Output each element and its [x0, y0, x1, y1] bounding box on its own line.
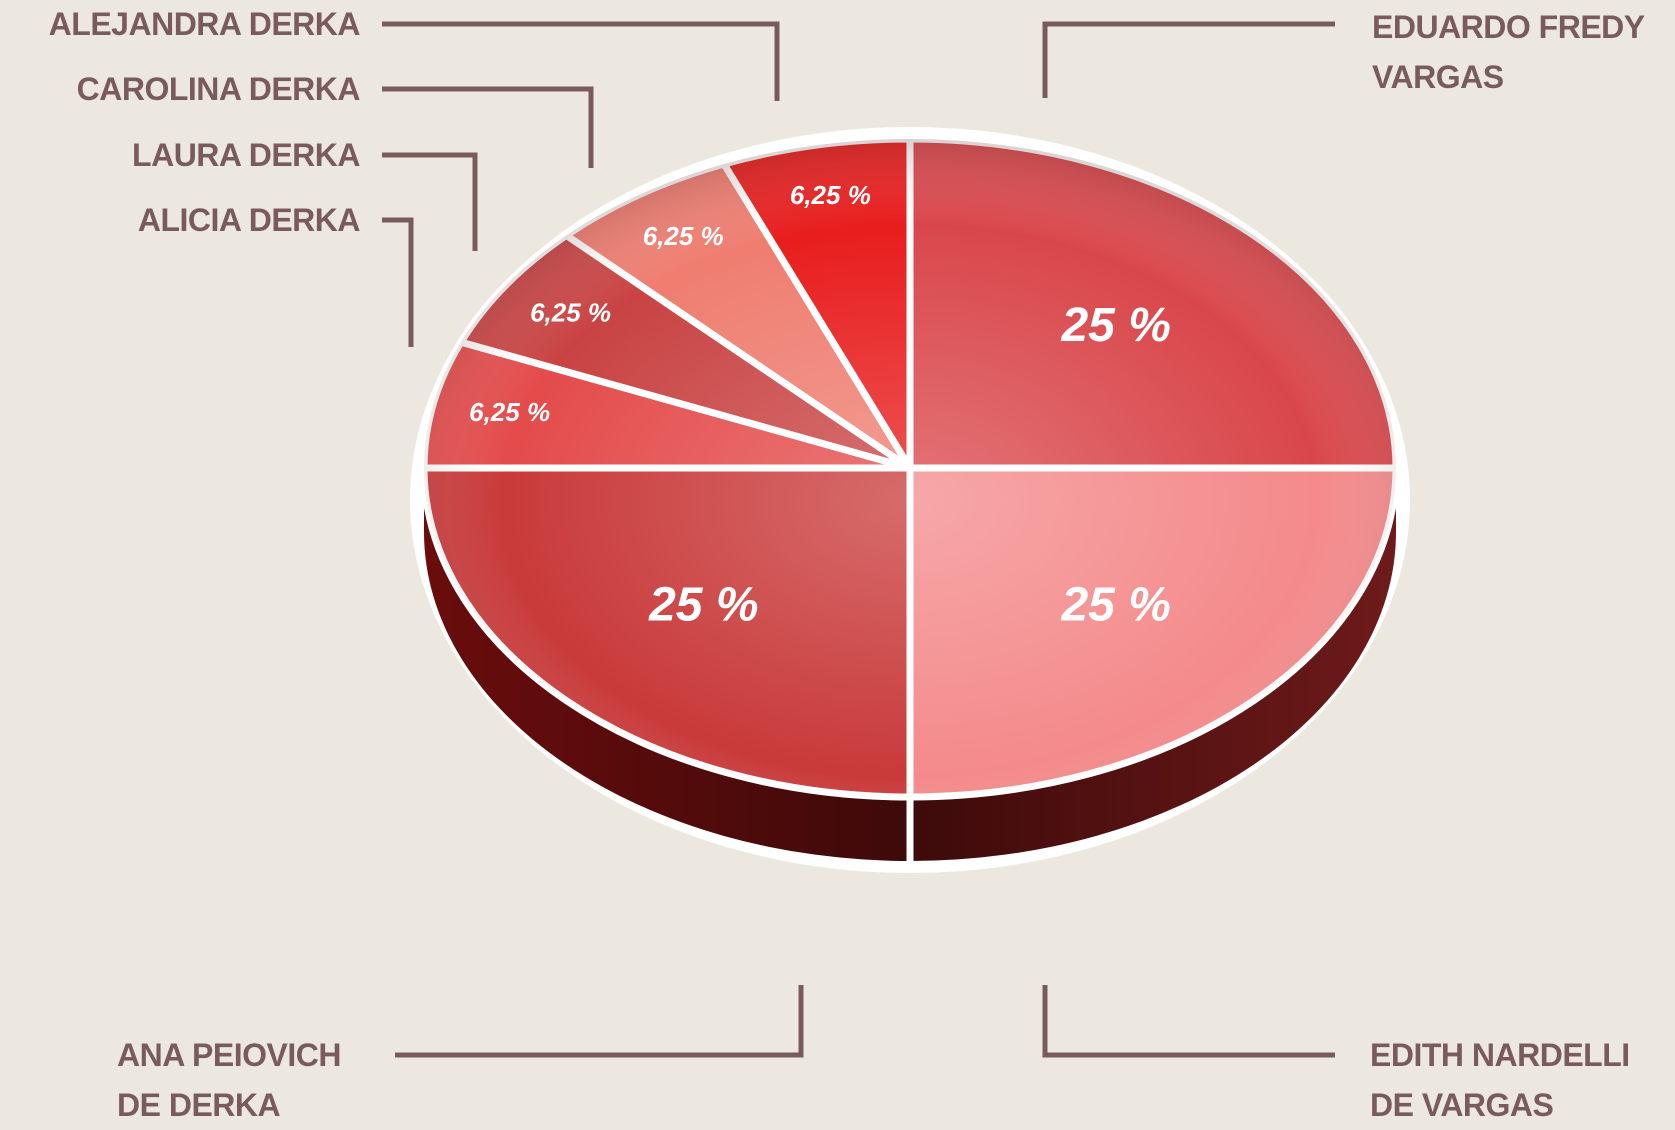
- leader-line: [1042, 985, 1335, 1058]
- leader-line: [382, 217, 414, 347]
- leader-line: [382, 152, 478, 251]
- value-label: 6,25 %: [790, 180, 871, 210]
- legend-label: EDUARDO FREDY VARGAS: [1372, 9, 1645, 95]
- legend-label: ALEJANDRA DERKA: [48, 6, 361, 42]
- leader-line: [1042, 21, 1335, 98]
- legend-label: CAROLINA DERKA: [76, 71, 361, 107]
- legend-label: ANA PEIOVICH DE DERKA: [117, 1037, 341, 1123]
- leader-line: [382, 21, 780, 101]
- legend-label: EDITH NARDELLI DE VARGAS: [1370, 1037, 1630, 1123]
- pie-slice: [420, 464, 914, 801]
- value-label: 25 %: [1060, 299, 1170, 352]
- leader-line: [382, 86, 594, 168]
- leader-line: [395, 985, 804, 1058]
- value-label: 25 %: [648, 578, 758, 631]
- value-label: 6,25 %: [469, 397, 550, 427]
- value-label: 6,25 %: [643, 221, 724, 251]
- value-label: 25 %: [1060, 578, 1170, 631]
- legend-label: ALICIA DERKA: [137, 202, 361, 238]
- pie-slice: [906, 464, 1400, 801]
- value-label: 6,25 %: [530, 297, 611, 327]
- legend-label: LAURA DERKA: [132, 137, 360, 173]
